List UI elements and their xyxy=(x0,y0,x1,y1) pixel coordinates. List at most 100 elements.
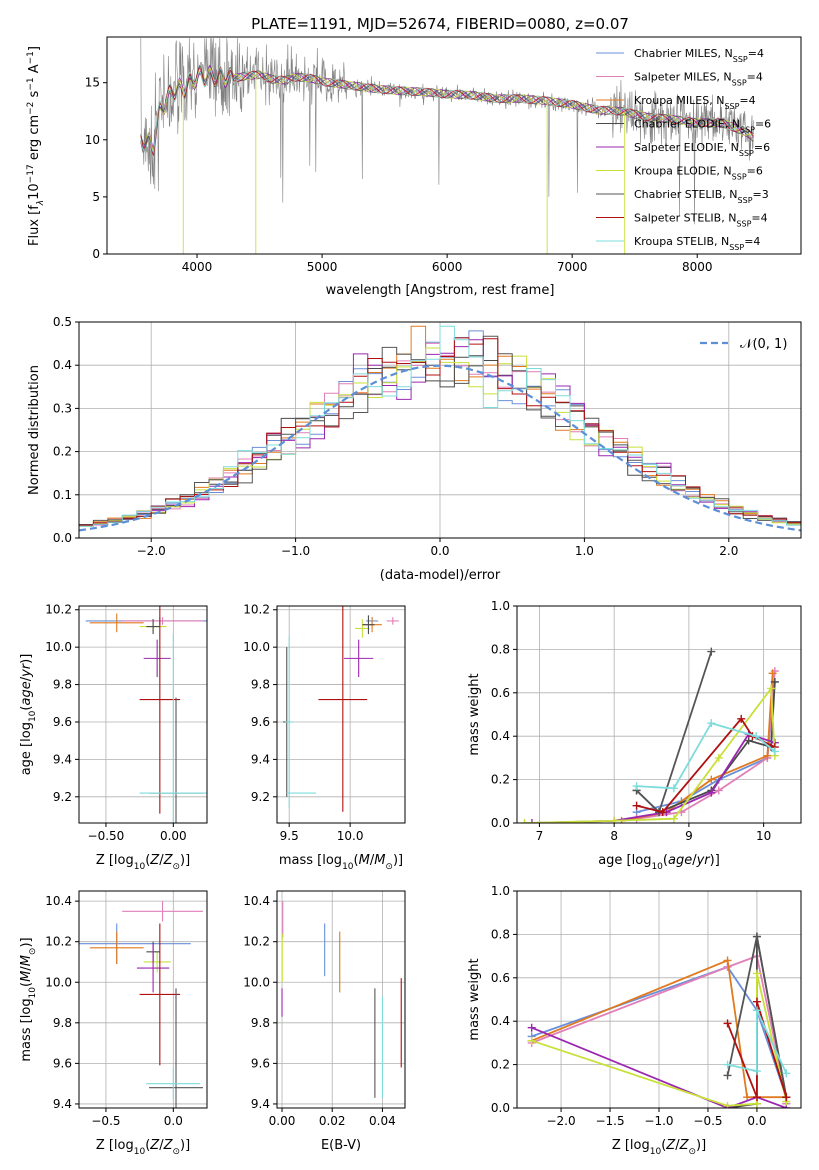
x-axis-label-part: ⊙ xyxy=(688,1147,696,1157)
error-bar-point xyxy=(285,635,293,809)
weight-series-line xyxy=(636,722,776,790)
weight-series-line xyxy=(635,681,776,814)
x-axis-label-part: Z [log xyxy=(96,853,134,868)
legend-entry-count: =4 xyxy=(748,47,764,60)
y-axis-label: age [log10(age/yr)] xyxy=(19,654,38,776)
y-tick-label: 0.5 xyxy=(53,315,72,329)
observed-spectrum xyxy=(140,38,754,225)
error-bar-point xyxy=(139,606,181,814)
weight-point-marker xyxy=(767,684,776,693)
spectrum-panel: 4000 5000 6000 7000 8000 0 5 10 15 wavelength [An… xyxy=(26,36,802,298)
weight-point-marker xyxy=(752,732,761,741)
x-axis-label-part: Z xyxy=(679,1138,690,1153)
x-axis-label-part: / xyxy=(692,853,697,868)
x-axis-label: (data-model)/error xyxy=(380,568,501,583)
x-tick-label: 0.00 xyxy=(160,829,187,843)
x-axis-label-part: age xyxy=(668,853,692,868)
y-tick-label: 0.1 xyxy=(53,488,72,502)
legend-entry-count: =3 xyxy=(753,188,769,201)
x-tick-label: 1.0 xyxy=(575,544,594,558)
x-axis-label-part: E(B-V) xyxy=(321,1138,361,1153)
legend-entry-count: =6 xyxy=(747,165,763,178)
weight-vs-age-plot-area xyxy=(517,606,801,823)
error-bar-point xyxy=(146,1067,201,1100)
x-axis-label-part: Z [log xyxy=(96,1138,134,1153)
legend-entry-sub: SSP xyxy=(740,125,755,134)
error-bar-point xyxy=(143,639,171,678)
y-tick-label: 10.2 xyxy=(45,603,72,617)
x-tick-label: 9 xyxy=(685,829,693,843)
model-spectrum-line xyxy=(140,66,754,154)
x-axis-label-part: 10 xyxy=(134,1147,146,1157)
legend-entry-sub: SSP xyxy=(724,102,739,111)
y-tick-label: 10.0 xyxy=(243,640,270,654)
x-axis-label-part: )] xyxy=(393,853,403,868)
legend-entry-sub: SSP xyxy=(732,78,747,87)
mass-vs-ebv-plot-area xyxy=(277,891,405,1108)
weight-point-marker xyxy=(737,714,746,723)
y-tick-label: 9.8 xyxy=(53,678,72,692)
y-axis-label-part: s xyxy=(27,90,42,101)
y-axis-label-part: −2 xyxy=(26,102,36,115)
x-axis-label-part: M xyxy=(359,853,370,868)
mass-vs-Z-plot-area xyxy=(79,891,207,1108)
y-axis-label-part: )] xyxy=(19,654,34,664)
weight-point-marker xyxy=(752,932,761,941)
legend-entry-sub: SSP xyxy=(733,55,748,64)
weight-point-marker xyxy=(752,1006,761,1015)
y-axis-label: Flux [fλ10−17 erg cm−2 s−1 A−1] xyxy=(26,46,46,246)
x-axis-label: mass [log10(M/M⊙)] xyxy=(279,853,403,872)
model-spectrum-line xyxy=(140,64,754,149)
y-axis-label-part: λ xyxy=(36,200,46,206)
x-tick-label: 10.0 xyxy=(337,829,364,843)
age-vs-Z-panel: −0.50 0.009.29.49.69.810.010.2Z [log10(Z/… xyxy=(19,603,208,872)
weight-point-marker xyxy=(714,753,723,762)
x-axis-label-part: Z xyxy=(149,1138,160,1153)
x-tick-label: 0.0 xyxy=(164,1114,183,1128)
y-axis-label-part: ( xyxy=(19,982,34,987)
weight-point-marker xyxy=(723,956,732,965)
y-tick-label: 9.2 xyxy=(53,790,72,804)
x-axis-label-part: / xyxy=(159,853,164,868)
y-axis-label-part: 10 xyxy=(27,183,42,200)
y-tick-label: 0.8 xyxy=(491,927,510,941)
weight-point-marker xyxy=(763,751,772,760)
error-bar-point xyxy=(362,615,375,635)
legend-entry: Salpeter ELODIE, NSSP=6 xyxy=(634,141,770,158)
y-tick-label: 0.6 xyxy=(491,971,510,985)
y-axis-label-part: 10 xyxy=(28,987,38,999)
x-axis-label-part: / xyxy=(370,853,375,868)
error-bar-point xyxy=(344,639,374,678)
x-axis-label-part: ( xyxy=(145,853,150,868)
weight-point-marker xyxy=(782,1069,791,1078)
weight-point-marker xyxy=(669,814,678,823)
y-tick-label: 0.3 xyxy=(53,401,72,415)
legend-entry-sub: SSP xyxy=(738,196,753,205)
y-axis-label-part: / xyxy=(19,676,34,681)
legend-entry: Salpeter MILES, NSSP=4 xyxy=(634,71,763,88)
y-axis-label: mass [log10(M/M⊙)] xyxy=(19,937,38,1061)
x-axis-label-part: ⊙ xyxy=(172,862,180,872)
weight-point-marker xyxy=(723,1071,732,1080)
y-axis-label-part: )] xyxy=(19,937,34,947)
y-tick-label: 9.6 xyxy=(53,715,72,729)
legend-entry: Kroupa ELODIE, NSSP=6 xyxy=(634,165,763,182)
x-axis-label-part: ⊙ xyxy=(172,1147,180,1157)
histogram-step xyxy=(79,325,801,527)
y-tick-label: 5 xyxy=(92,190,100,204)
x-axis-label-part: age [log xyxy=(598,853,651,868)
y-tick-label: 0.6 xyxy=(491,686,510,700)
weight-point-marker xyxy=(707,775,716,784)
y-tick-label: 0 xyxy=(92,247,100,261)
weight-point-marker xyxy=(723,1060,732,1069)
y-axis-label-part: mass [log xyxy=(19,998,34,1061)
x-tick-label: −2.0 xyxy=(137,544,166,558)
spectrum-plot-area xyxy=(140,38,754,254)
y-tick-label: 9.4 xyxy=(251,752,270,766)
error-bar-point xyxy=(146,619,160,635)
weight-point-marker xyxy=(752,969,761,978)
weight-point-marker xyxy=(669,784,678,793)
axes-frame xyxy=(276,605,406,824)
legend-entry-sub: SSP xyxy=(739,149,754,158)
